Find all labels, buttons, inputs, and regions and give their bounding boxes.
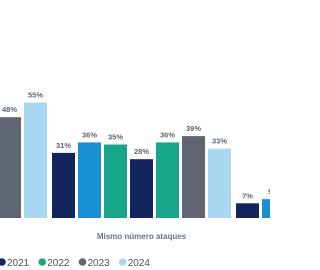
- bar: [52, 152, 75, 218]
- legend-marker: [118, 258, 127, 266]
- bar: [78, 142, 101, 218]
- bar: [182, 136, 205, 218]
- value-label: 33%: [212, 137, 227, 146]
- bar: [104, 144, 127, 218]
- legend-label: 2023: [88, 258, 111, 269]
- legend-label: 2021: [7, 258, 30, 269]
- bar: [0, 117, 21, 218]
- legend-label: 2024: [128, 258, 151, 269]
- legend-marker: [38, 258, 47, 266]
- value-label: 55%: [28, 91, 43, 100]
- category-label: Mismo número ataques: [97, 232, 187, 241]
- legend-marker: [0, 258, 6, 266]
- value-label: 36%: [160, 130, 175, 139]
- value-label: 48%: [2, 105, 17, 114]
- bar: [24, 102, 47, 218]
- legend-label: 2022: [47, 258, 70, 269]
- value-label: 36%: [82, 130, 97, 139]
- chart: 48% 55% 31% 36% 35% 28% 36% 39% 33% Mismo número …: [0, 90, 270, 269]
- legend-marker: [78, 258, 87, 266]
- value-label: 31%: [56, 141, 71, 150]
- value-label: 28%: [134, 147, 149, 156]
- bar: [208, 148, 231, 218]
- value-label: 7%: [242, 191, 253, 200]
- bar: [130, 159, 153, 218]
- value-label: 9%: [268, 187, 270, 196]
- bar: [156, 142, 179, 218]
- bar: [262, 199, 270, 218]
- value-label: 39%: [186, 124, 201, 133]
- value-label: 35%: [108, 133, 123, 142]
- bar: [236, 203, 259, 218]
